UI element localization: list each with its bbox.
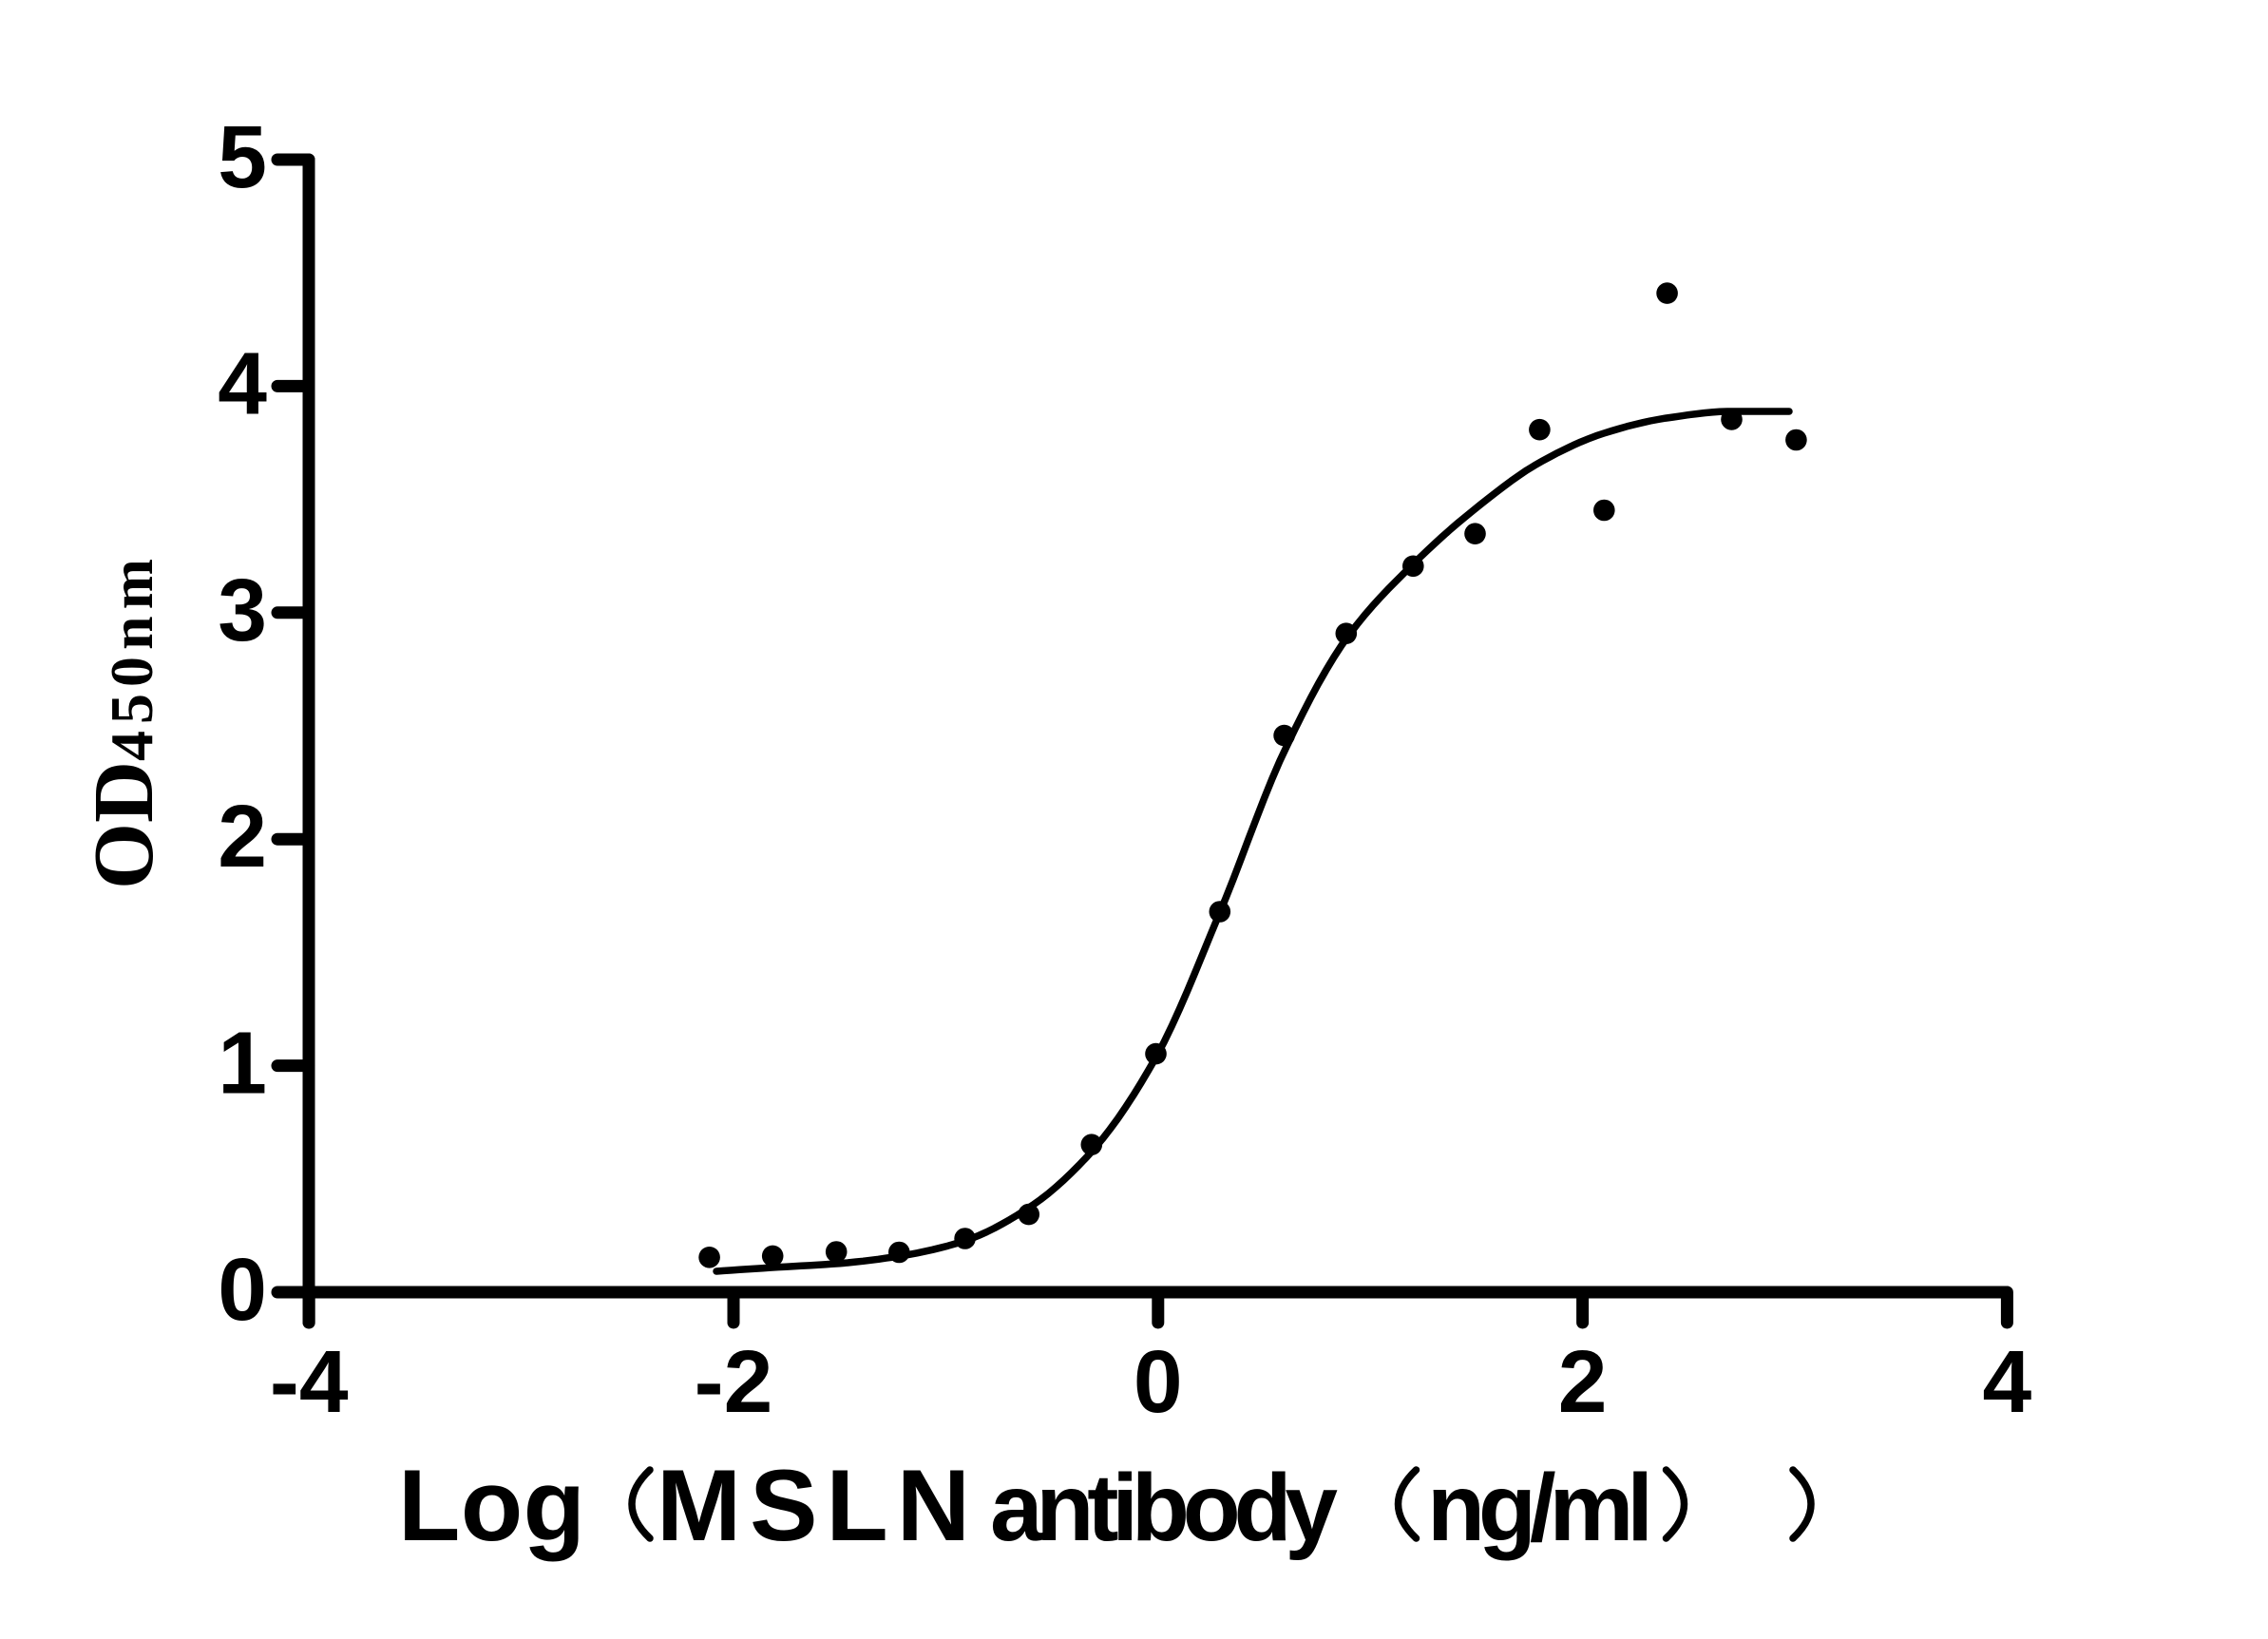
svg-text:-2: -2 [695,1332,773,1431]
svg-text:4: 4 [218,334,267,432]
svg-text:MSLN: MSLN [657,1448,970,1562]
svg-text:1: 1 [218,1014,267,1113]
svg-text:antibody: antibody [990,1455,1338,1561]
svg-text:5: 5 [218,107,267,206]
svg-text:-4: -4 [270,1332,349,1431]
svg-text:Log: Log [398,1448,585,1562]
svg-text:3: 3 [218,561,267,659]
svg-text:0: 0 [1134,1332,1183,1431]
svg-text:2: 2 [218,787,267,886]
svg-text:ng/ml: ng/ml [1427,1455,1653,1561]
svg-text:4: 4 [1983,1332,2032,1431]
svg-text:2: 2 [1558,1332,1608,1431]
svg-text:0: 0 [218,1240,267,1339]
